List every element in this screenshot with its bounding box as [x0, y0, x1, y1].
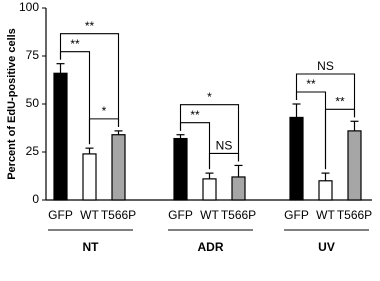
significance-label: **: [190, 108, 200, 122]
x-tick-label: T566P: [221, 208, 256, 222]
x-tick-label: T566P: [337, 208, 372, 222]
bar: [347, 130, 362, 201]
significance-bracket: [208, 152, 240, 170]
bar: [82, 153, 97, 201]
group-label: UV: [318, 240, 335, 254]
bar: [53, 72, 68, 201]
y-axis-label: Percent of EdU-positive cells: [6, 28, 18, 180]
significance-bracket: [88, 118, 120, 145]
bar: [289, 116, 304, 201]
significance-bracket: [295, 73, 356, 118]
y-tick-label: 100: [19, 0, 39, 14]
x-tick-label: GFP: [168, 208, 193, 222]
significance-label: **: [306, 77, 316, 91]
group-label: NT: [83, 240, 100, 254]
x-tick-label: WT: [316, 208, 335, 222]
bar: [111, 134, 126, 201]
y-tick-label: 0: [32, 192, 39, 206]
bar: [202, 178, 217, 201]
y-tick-label: 75: [26, 48, 40, 62]
x-tick-label: GFP: [48, 208, 73, 222]
significance-label: **: [70, 37, 80, 51]
significance-bracket: [324, 108, 356, 170]
y-tick-label: 50: [26, 96, 40, 110]
significance-label: *: [102, 104, 107, 118]
x-tick-label: GFP: [284, 208, 309, 222]
group-label: ADR: [198, 240, 224, 254]
significance-label: *: [207, 90, 212, 104]
bar: [173, 137, 188, 201]
x-tick-label: T566P: [101, 208, 136, 222]
x-tick-label: WT: [80, 208, 99, 222]
significance-bracket: [59, 33, 120, 127]
significance-bracket: [179, 104, 240, 162]
x-tick-label: WT: [200, 208, 219, 222]
significance-label: **: [335, 94, 345, 108]
significance-label: NS: [216, 139, 233, 153]
bar: [231, 176, 246, 201]
significance-label: NS: [317, 59, 334, 73]
bar: [318, 180, 333, 201]
significance-label: **: [85, 19, 95, 33]
y-tick-label: 25: [26, 144, 40, 158]
